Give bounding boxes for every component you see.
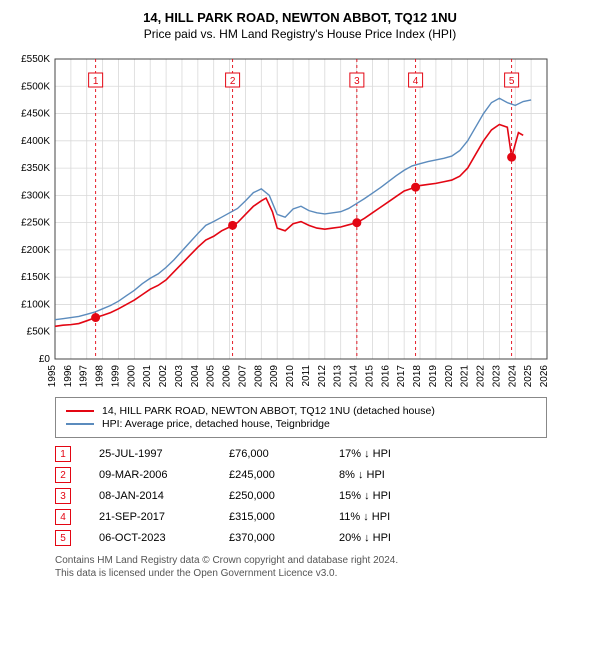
sale-diff: 8% ↓ HPI (339, 469, 469, 481)
svg-text:£0: £0 (39, 354, 51, 365)
legend: 14, HILL PARK ROAD, NEWTON ABBOT, TQ12 1… (55, 397, 547, 438)
svg-text:2009: 2009 (269, 365, 280, 388)
sale-marker-icon: 3 (55, 488, 71, 504)
svg-text:£100K: £100K (21, 299, 50, 310)
legend-item: HPI: Average price, detached house, Teig… (66, 418, 536, 430)
svg-text:2002: 2002 (158, 365, 169, 388)
svg-text:4: 4 (413, 76, 419, 87)
sale-price: £315,000 (229, 511, 339, 523)
footer-line-1: Contains HM Land Registry data © Crown c… (55, 554, 590, 567)
svg-text:2013: 2013 (333, 365, 344, 388)
sale-diff: 15% ↓ HPI (339, 490, 469, 502)
sale-row: 3 08-JAN-2014£250,00015% ↓ HPI (55, 488, 547, 504)
svg-text:2000: 2000 (126, 365, 137, 388)
sale-diff: 20% ↓ HPI (339, 532, 469, 544)
svg-text:£150K: £150K (21, 272, 50, 283)
svg-text:2010: 2010 (285, 365, 296, 388)
sale-date: 25-JUL-1997 (99, 448, 229, 460)
chart-area: £0 £50K £100K £150K £200K £250K £300K £350K £400… (10, 49, 590, 389)
svg-text:2025: 2025 (523, 365, 534, 388)
svg-text:2018: 2018 (412, 365, 423, 388)
svg-text:2004: 2004 (190, 365, 201, 388)
sale-marker-icon: 1 (55, 446, 71, 462)
svg-text:£500K: £500K (21, 81, 50, 92)
svg-text:1995: 1995 (47, 365, 58, 388)
sale-price: £250,000 (229, 490, 339, 502)
legend-label: HPI: Average price, detached house, Teig… (102, 418, 330, 430)
svg-text:2021: 2021 (460, 365, 471, 388)
svg-text:2019: 2019 (428, 365, 439, 388)
svg-text:2012: 2012 (317, 365, 328, 388)
sale-date: 08-JAN-2014 (99, 490, 229, 502)
svg-text:2001: 2001 (142, 365, 153, 388)
chart-title: 14, HILL PARK ROAD, NEWTON ABBOT, TQ12 1… (10, 10, 590, 25)
svg-text:1998: 1998 (95, 365, 106, 388)
svg-text:2014: 2014 (349, 365, 360, 388)
svg-text:£50K: £50K (27, 327, 51, 338)
svg-text:2017: 2017 (396, 365, 407, 388)
svg-text:1997: 1997 (79, 365, 90, 388)
sale-row: 1 25-JUL-1997£76,00017% ↓ HPI (55, 446, 547, 462)
svg-text:3: 3 (354, 76, 360, 87)
svg-text:1996: 1996 (63, 365, 74, 388)
svg-text:2022: 2022 (476, 365, 487, 388)
price-chart: £0 £50K £100K £150K £200K £250K £300K £350K £400… (10, 49, 550, 389)
sale-date: 21-SEP-2017 (99, 511, 229, 523)
svg-text:2026: 2026 (539, 365, 550, 388)
svg-text:£550K: £550K (21, 54, 50, 65)
svg-text:2007: 2007 (237, 365, 248, 388)
svg-text:£400K: £400K (21, 136, 50, 147)
svg-text:5: 5 (509, 76, 515, 87)
sale-marker-icon: 2 (55, 467, 71, 483)
svg-text:£350K: £350K (21, 163, 50, 174)
legend-swatch (66, 423, 94, 425)
sale-price: £370,000 (229, 532, 339, 544)
sales-table: 1 25-JUL-1997£76,00017% ↓ HPI 2 09-MAR-2006… (55, 446, 547, 546)
legend-swatch (66, 410, 94, 412)
legend-item: 14, HILL PARK ROAD, NEWTON ABBOT, TQ12 1… (66, 405, 536, 417)
svg-text:2015: 2015 (364, 365, 375, 388)
svg-text:£200K: £200K (21, 245, 50, 256)
svg-text:2016: 2016 (380, 365, 391, 388)
legend-label: 14, HILL PARK ROAD, NEWTON ABBOT, TQ12 1… (102, 405, 435, 417)
sale-price: £76,000 (229, 448, 339, 460)
svg-text:1999: 1999 (110, 365, 121, 388)
svg-text:2008: 2008 (253, 365, 264, 388)
svg-text:2024: 2024 (507, 365, 518, 388)
sale-date: 09-MAR-2006 (99, 469, 229, 481)
svg-text:£300K: £300K (21, 190, 50, 201)
svg-text:£450K: £450K (21, 109, 50, 120)
sale-row: 2 09-MAR-2006£245,0008% ↓ HPI (55, 467, 547, 483)
chart-subtitle: Price paid vs. HM Land Registry's House … (10, 27, 590, 41)
sale-marker-icon: 5 (55, 530, 71, 546)
sale-row: 5 06-OCT-2023£370,00020% ↓ HPI (55, 530, 547, 546)
svg-text:2005: 2005 (206, 365, 217, 388)
svg-text:2006: 2006 (222, 365, 233, 388)
sale-marker-icon: 4 (55, 509, 71, 525)
sale-date: 06-OCT-2023 (99, 532, 229, 544)
svg-text:£250K: £250K (21, 218, 50, 229)
sale-price: £245,000 (229, 469, 339, 481)
footer-line-2: This data is licensed under the Open Gov… (55, 567, 590, 580)
sale-row: 4 21-SEP-2017£315,00011% ↓ HPI (55, 509, 547, 525)
svg-text:2003: 2003 (174, 365, 185, 388)
svg-text:2020: 2020 (444, 365, 455, 388)
sale-diff: 11% ↓ HPI (339, 511, 469, 523)
svg-text:1: 1 (93, 76, 99, 87)
sale-diff: 17% ↓ HPI (339, 448, 469, 460)
svg-text:2011: 2011 (301, 365, 312, 387)
svg-text:2: 2 (230, 76, 236, 87)
footer: Contains HM Land Registry data © Crown c… (55, 554, 590, 580)
svg-text:2023: 2023 (491, 365, 502, 388)
